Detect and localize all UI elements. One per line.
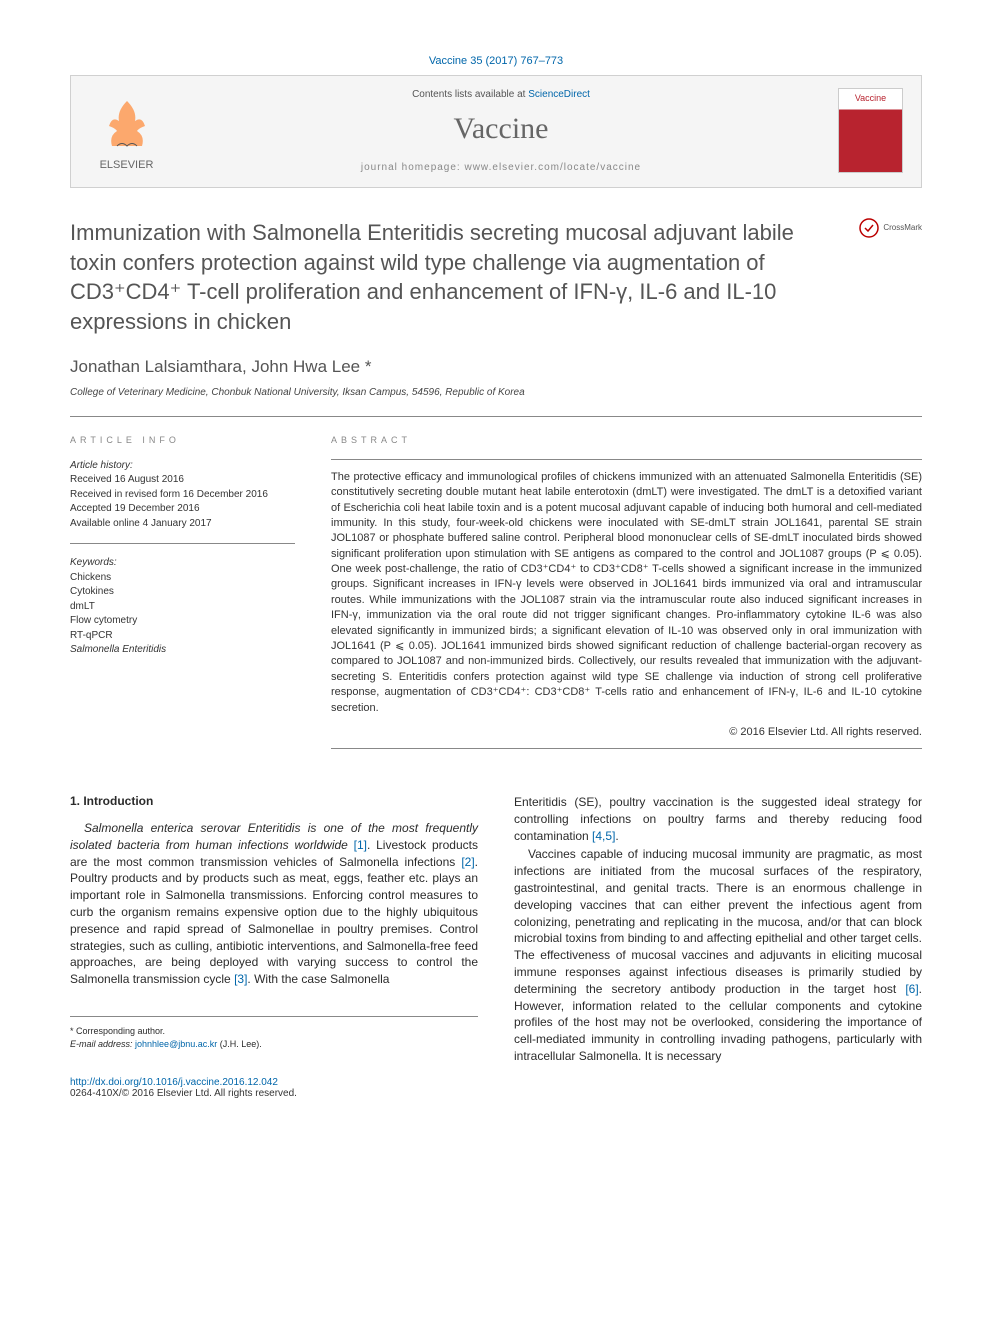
body-col-left: 1. Introduction Salmonella enterica sero… xyxy=(70,794,478,1065)
keyword: Flow cytometry xyxy=(70,614,295,629)
abstract-text: The protective efficacy and immunologica… xyxy=(331,470,922,716)
ref-3[interactable]: [3] xyxy=(234,972,247,986)
abstract-rule xyxy=(331,459,922,460)
text: . xyxy=(615,829,618,843)
ref-1[interactable]: [1] xyxy=(354,838,367,852)
crossmark-badge[interactable]: CrossMark xyxy=(859,218,922,238)
footer-copyright: 0264-410X/© 2016 Elsevier Ltd. All right… xyxy=(70,1088,922,1099)
email-label: E-mail address: xyxy=(70,1039,135,1049)
doi-line: http://dx.doi.org/10.1016/j.vaccine.2016… xyxy=(70,1077,922,1088)
citation-header: Vaccine 35 (2017) 767–773 xyxy=(70,55,922,67)
sciencedirect-link[interactable]: ScienceDirect xyxy=(528,89,590,100)
crossmark-label: CrossMark xyxy=(883,223,922,234)
journal-name: Vaccine xyxy=(179,112,823,146)
elsevier-tree-icon xyxy=(97,96,157,156)
doi-link[interactable]: http://dx.doi.org/10.1016/j.vaccine.2016… xyxy=(70,1077,278,1088)
affiliation: College of Veterinary Medicine, Chonbuk … xyxy=(70,387,922,398)
received-date: Received 16 August 2016 xyxy=(70,473,295,488)
body-col-right: Enteritidis (SE), poultry vaccination is… xyxy=(514,794,922,1065)
email-line: E-mail address: johnhlee@jbnu.ac.kr (J.H… xyxy=(70,1038,478,1051)
abstract-rule-bottom xyxy=(331,748,922,749)
contents-available-line: Contents lists available at ScienceDirec… xyxy=(179,89,823,100)
elsevier-logo: ELSEVIER xyxy=(89,91,164,171)
ref-2[interactable]: [2] xyxy=(461,855,474,869)
abstract-copyright: © 2016 Elsevier Ltd. All rights reserved… xyxy=(331,726,922,738)
keyword: Chickens xyxy=(70,571,295,586)
article-info-col: ARTICLE INFO Article history: Received 1… xyxy=(70,435,295,749)
intro-para-1: Salmonella enterica serovar Enteritidis … xyxy=(70,820,478,988)
body-columns: 1. Introduction Salmonella enterica sero… xyxy=(70,794,922,1065)
intro-heading: 1. Introduction xyxy=(70,794,478,808)
title-text: Immunization with Salmonella Enteritidis… xyxy=(70,220,794,334)
ref-4-5[interactable]: [4,5] xyxy=(592,829,615,843)
divider-rule xyxy=(70,416,922,417)
text: Enteritidis (SE), poultry vaccination is… xyxy=(514,795,922,843)
revised-date: Received in revised form 16 December 201… xyxy=(70,488,295,503)
ref-6[interactable]: [6] xyxy=(905,982,918,996)
history-label: Article history: xyxy=(70,459,295,474)
meta-row: ARTICLE INFO Article history: Received 1… xyxy=(70,435,922,749)
corresponding-author-footnote: * Corresponding author. E-mail address: … xyxy=(70,1016,478,1050)
intro-para-2: Enteritidis (SE), poultry vaccination is… xyxy=(514,794,922,844)
keyword: RT-qPCR xyxy=(70,629,295,644)
elsevier-label: ELSEVIER xyxy=(100,159,154,171)
accepted-date: Accepted 19 December 2016 xyxy=(70,502,295,517)
journal-header-box: ELSEVIER Contents lists available at Sci… xyxy=(70,75,922,188)
text: Vaccines capable of inducing mucosal imm… xyxy=(514,847,922,995)
journal-homepage: journal homepage: www.elsevier.com/locat… xyxy=(179,162,823,173)
abstract-col: ABSTRACT The protective efficacy and imm… xyxy=(331,435,922,749)
abstract-heading: ABSTRACT xyxy=(331,435,922,445)
email-suffix: (J.H. Lee). xyxy=(217,1039,262,1049)
authors: Jonathan Lalsiamthara, John Hwa Lee * xyxy=(70,357,922,377)
cover-thumb-title: Vaccine xyxy=(839,93,902,103)
journal-cover-thumb: Vaccine xyxy=(838,88,903,173)
keyword: Cytokines xyxy=(70,585,295,600)
intro-para-3: Vaccines capable of inducing mucosal imm… xyxy=(514,846,922,1064)
keywords-label: Keywords: xyxy=(70,556,295,571)
keyword: dmLT xyxy=(70,600,295,615)
article-history-block: Article history: Received 16 August 2016… xyxy=(70,459,295,545)
keyword: Salmonella Enteritidis xyxy=(70,643,295,658)
corr-author-label: * Corresponding author. xyxy=(70,1025,478,1038)
crossmark-icon xyxy=(859,218,879,238)
keywords-block: Keywords: Chickens Cytokines dmLT Flow c… xyxy=(70,556,295,670)
email-link[interactable]: johnhlee@jbnu.ac.kr xyxy=(135,1039,217,1049)
text: . Poultry products and by products such … xyxy=(70,855,478,987)
article-info-heading: ARTICLE INFO xyxy=(70,435,295,445)
article-title: Immunization with Salmonella Enteritidis… xyxy=(70,218,922,337)
text: . With the case Salmonella xyxy=(247,972,389,986)
contents-prefix: Contents lists available at xyxy=(412,89,528,100)
online-date: Available online 4 January 2017 xyxy=(70,517,295,532)
header-center: Contents lists available at ScienceDirec… xyxy=(179,89,823,173)
